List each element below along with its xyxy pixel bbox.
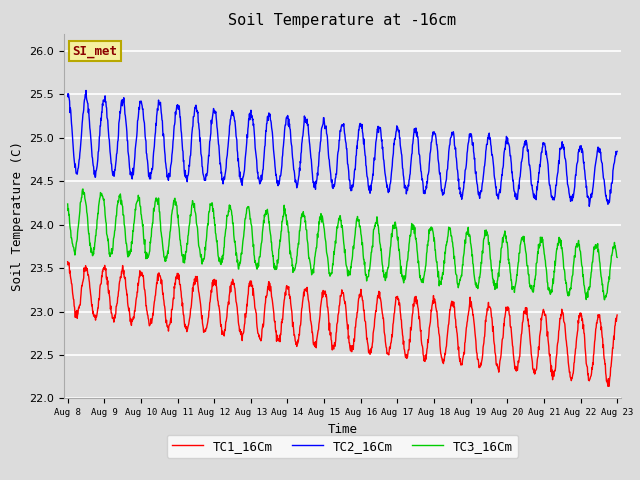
TC1_16Cm xyxy=(428,308,435,313)
X-axis label: Time: Time xyxy=(328,423,357,436)
TC3_16Cm xyxy=(173,203,180,209)
TC1_16Cm xyxy=(64,259,72,264)
TC2_16Cm xyxy=(64,91,72,97)
TC1_16Cm xyxy=(173,273,180,279)
TC2_16Cm xyxy=(586,204,593,209)
TC3_16Cm xyxy=(248,223,255,229)
TC3_16Cm xyxy=(500,233,508,239)
Line: TC3_16Cm: TC3_16Cm xyxy=(68,189,617,300)
TC3_16Cm xyxy=(79,186,87,192)
TC1_16Cm xyxy=(186,314,194,320)
TC1_16Cm xyxy=(499,331,507,336)
TC2_16Cm xyxy=(548,194,556,200)
TC2_16Cm xyxy=(248,112,255,118)
TC3_16Cm xyxy=(601,297,609,303)
TC2_16Cm xyxy=(82,87,90,93)
TC3_16Cm xyxy=(613,254,621,260)
TC3_16Cm xyxy=(428,226,436,231)
TC2_16Cm xyxy=(613,148,621,154)
TC1_16Cm xyxy=(613,312,621,318)
Title: Soil Temperature at -16cm: Soil Temperature at -16cm xyxy=(228,13,456,28)
TC2_16Cm xyxy=(173,102,180,108)
TC3_16Cm xyxy=(64,201,72,207)
TC3_16Cm xyxy=(548,284,556,289)
Line: TC2_16Cm: TC2_16Cm xyxy=(68,90,617,206)
TC3_16Cm xyxy=(186,212,194,218)
Y-axis label: Soil Temperature (C): Soil Temperature (C) xyxy=(11,141,24,291)
TC1_16Cm xyxy=(604,384,612,389)
Line: TC1_16Cm: TC1_16Cm xyxy=(68,262,617,386)
Legend: TC1_16Cm, TC2_16Cm, TC3_16Cm: TC1_16Cm, TC2_16Cm, TC3_16Cm xyxy=(167,435,518,458)
TC2_16Cm xyxy=(428,137,436,143)
TC2_16Cm xyxy=(186,153,194,159)
TC1_16Cm xyxy=(548,373,556,379)
TC1_16Cm xyxy=(248,278,255,284)
Text: SI_met: SI_met xyxy=(72,45,117,58)
TC2_16Cm xyxy=(500,154,508,160)
